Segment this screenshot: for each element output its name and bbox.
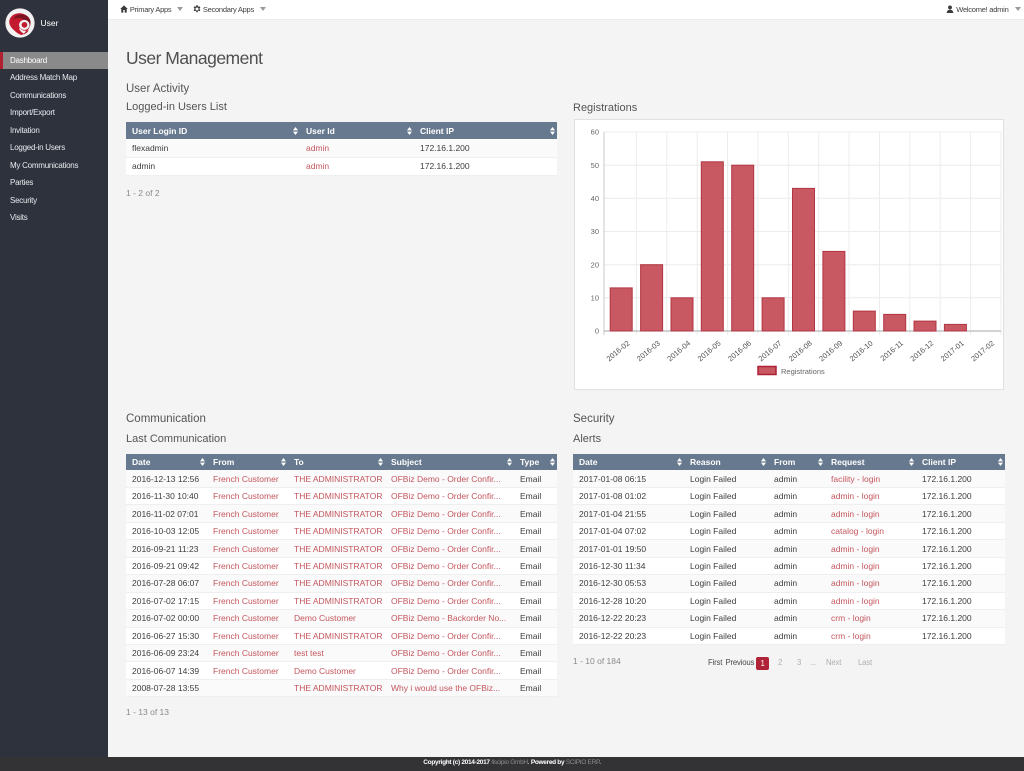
svg-text:2016-05: 2016-05 bbox=[696, 339, 723, 364]
svg-text:2016-10: 2016-10 bbox=[848, 339, 875, 364]
svg-text:2016-04: 2016-04 bbox=[665, 339, 692, 364]
svg-text:2016-12: 2016-12 bbox=[908, 339, 935, 364]
svg-text:30: 30 bbox=[591, 227, 599, 236]
svg-text:2016-03: 2016-03 bbox=[635, 339, 662, 364]
svg-text:2016-07: 2016-07 bbox=[757, 339, 784, 364]
svg-text:2016-06: 2016-06 bbox=[726, 339, 753, 364]
svg-text:0: 0 bbox=[595, 327, 599, 336]
svg-text:40: 40 bbox=[591, 194, 599, 203]
svg-text:2017-02: 2017-02 bbox=[969, 339, 996, 364]
svg-text:60: 60 bbox=[591, 128, 599, 137]
svg-text:2016-11: 2016-11 bbox=[879, 339, 905, 363]
svg-text:2017-01: 2017-01 bbox=[939, 339, 966, 364]
svg-text:50: 50 bbox=[591, 161, 599, 170]
svg-text:20: 20 bbox=[591, 260, 599, 269]
svg-text:2016-02: 2016-02 bbox=[605, 339, 632, 364]
svg-text:2016-09: 2016-09 bbox=[817, 339, 844, 364]
svg-text:Registrations: Registrations bbox=[781, 367, 825, 376]
svg-text:10: 10 bbox=[591, 293, 599, 302]
svg-text:2016-08: 2016-08 bbox=[787, 339, 814, 364]
